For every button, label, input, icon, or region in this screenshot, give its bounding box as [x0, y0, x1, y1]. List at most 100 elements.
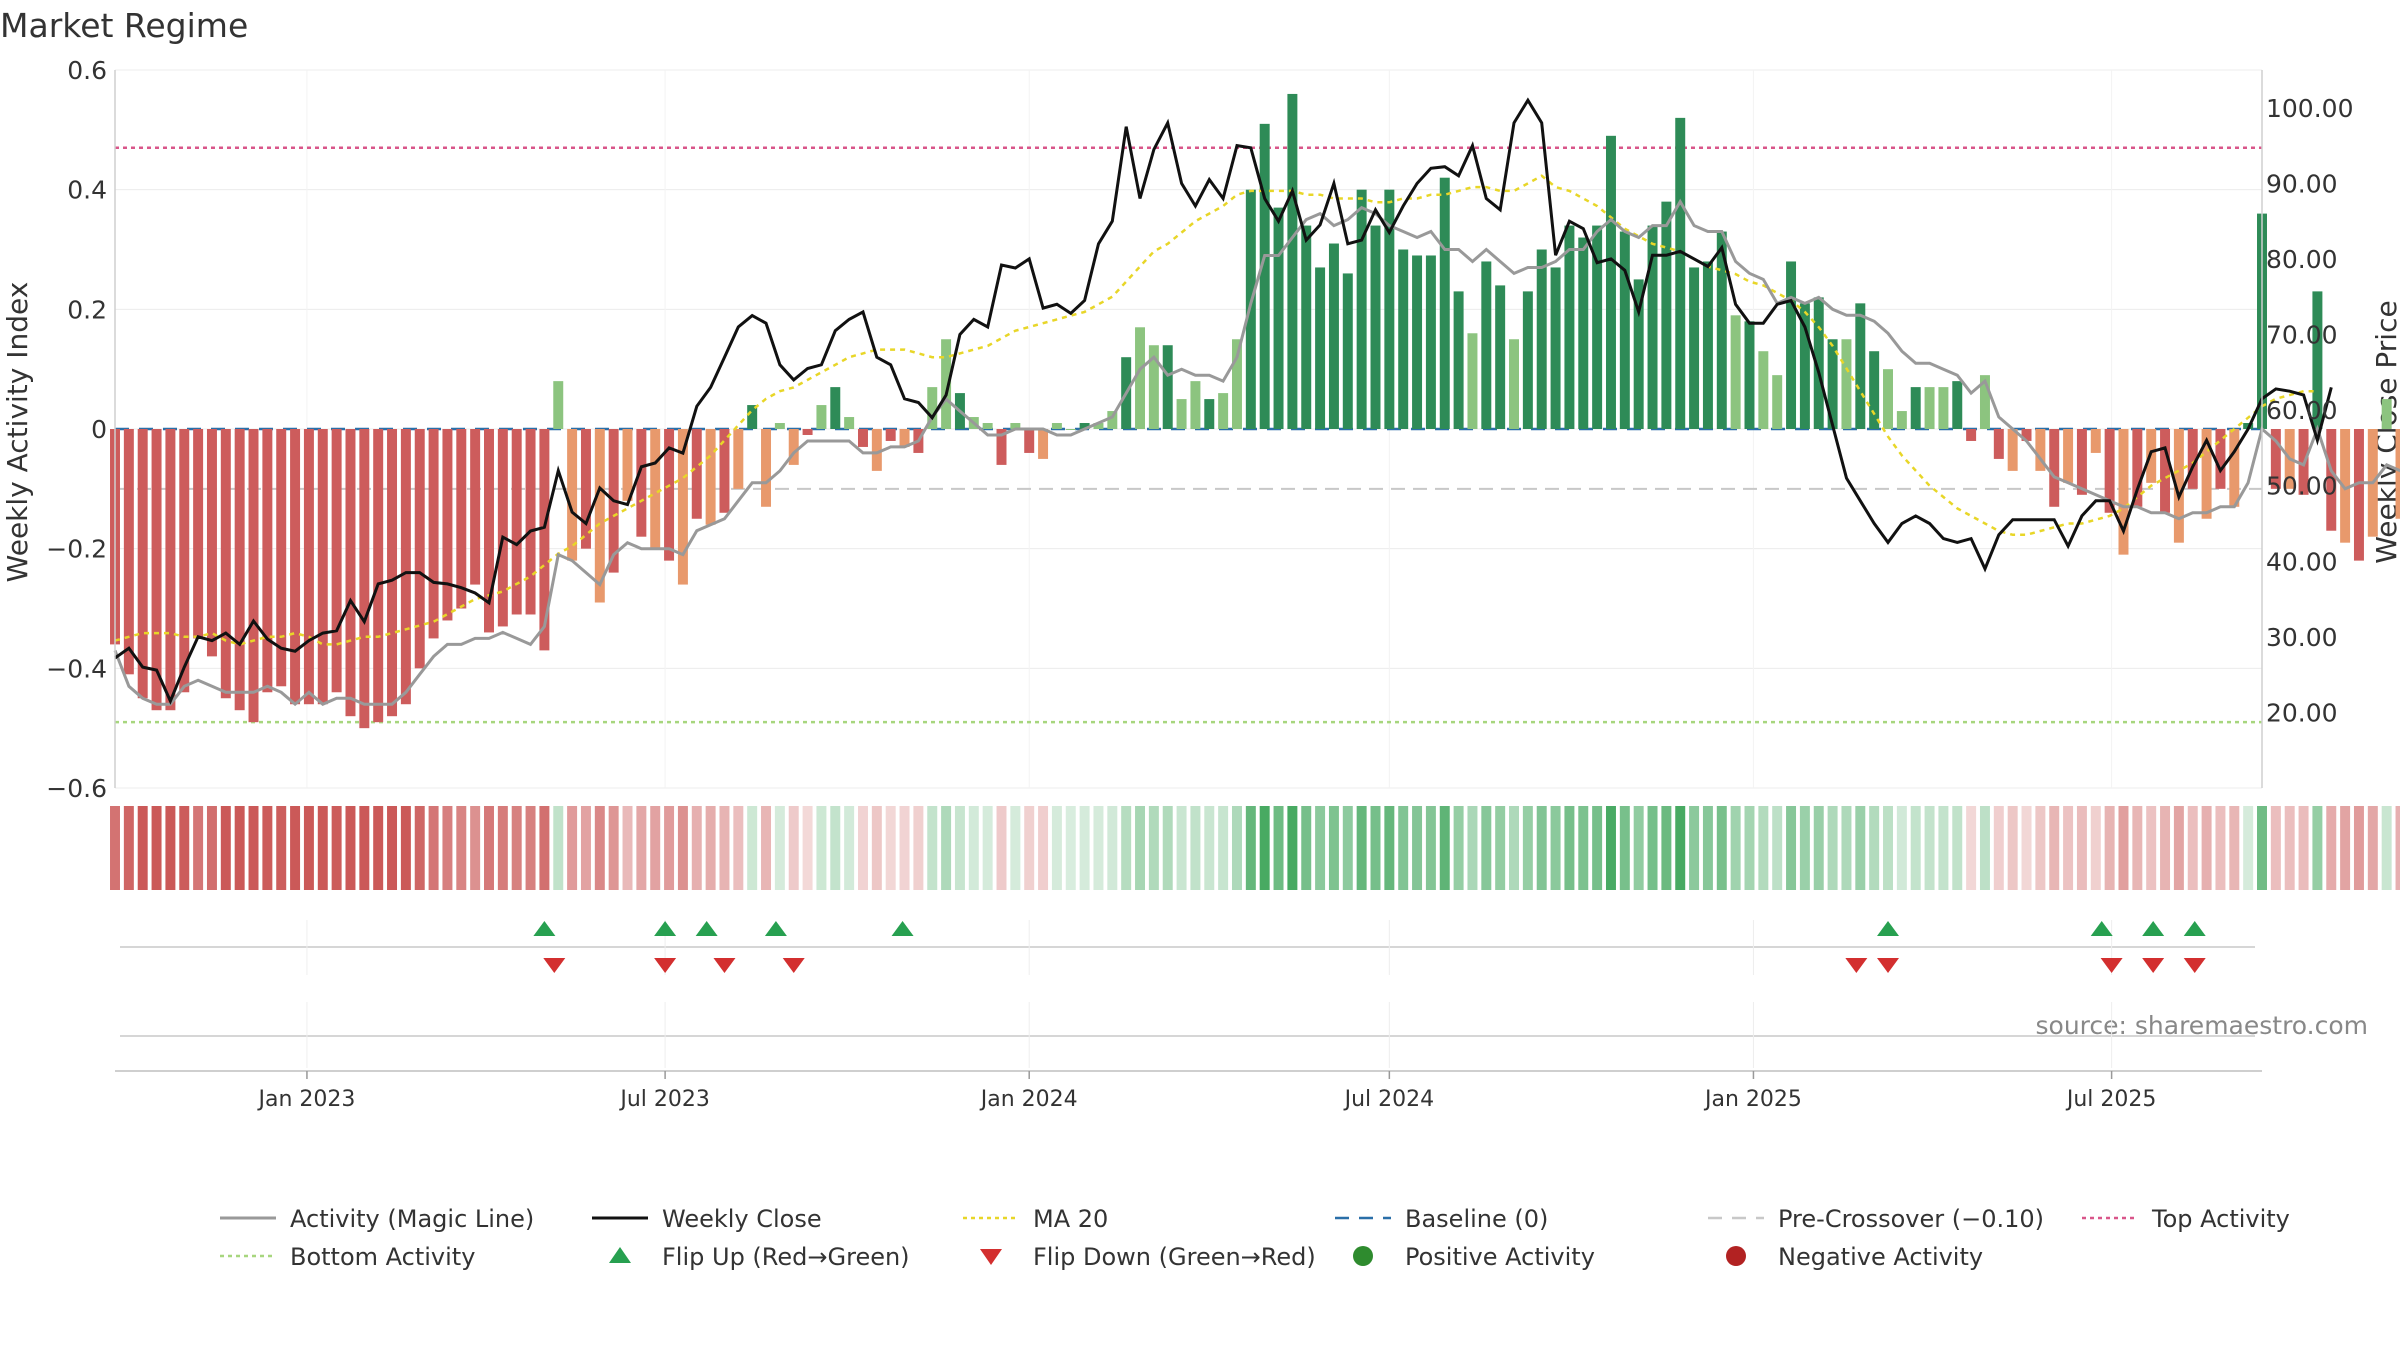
heat-cell: [2146, 806, 2157, 890]
activity-bar: [871, 429, 882, 471]
activity-bar: [747, 405, 758, 429]
heat-cell: [594, 806, 605, 890]
heat-cell: [165, 806, 176, 890]
heat-cell: [1647, 806, 1658, 890]
heat-cell: [345, 806, 356, 890]
activity-bar: [151, 429, 162, 711]
heat-cell: [2090, 806, 2101, 890]
right-tick-label: 80.00: [2266, 245, 2338, 274]
legend-label: Baseline (0): [1405, 1205, 1548, 1233]
activity-bar: [691, 429, 702, 519]
flip-up-marker: [2142, 921, 2165, 936]
activity-bar: [636, 429, 647, 537]
heat-cell: [1855, 806, 1866, 890]
activity-bar: [2395, 429, 2400, 519]
heat-cell: [2395, 806, 2400, 890]
heat-cell: [2160, 806, 2171, 890]
activity-bar: [2104, 429, 2115, 513]
activity-bar: [470, 429, 481, 585]
heat-cell: [2104, 806, 2115, 890]
heat-cell: [1924, 806, 1935, 890]
activity-bar: [594, 429, 605, 603]
heat-cell: [525, 806, 536, 890]
activity-bar: [802, 429, 813, 435]
right-tick-label: 70.00: [2266, 321, 2338, 350]
heat-cell: [650, 806, 661, 890]
activity-bar: [331, 429, 342, 693]
regime-heat-strip: [110, 806, 2400, 890]
heat-cell: [1633, 806, 1644, 890]
heat-cell: [1495, 806, 1506, 890]
heat-cell: [456, 806, 467, 890]
heat-cell: [248, 806, 259, 890]
activity-bar: [1522, 291, 1533, 429]
heat-cell: [400, 806, 411, 890]
x-tick-label: Jul 2023: [618, 1087, 710, 1112]
activity-bar: [1952, 381, 1963, 429]
activity-bar: [2173, 429, 2184, 543]
heat-cell: [1342, 806, 1353, 890]
activity-bar: [1315, 267, 1326, 429]
heat-cell: [2049, 806, 2060, 890]
legend-label: Positive Activity: [1405, 1243, 1595, 1271]
heat-cell: [1328, 806, 1339, 890]
right-tick-label: 100.00: [2266, 94, 2353, 123]
heat-cell: [2187, 806, 2198, 890]
activity-bar: [885, 429, 896, 441]
heat-cell: [719, 806, 730, 890]
activity-bar: [1162, 345, 1173, 429]
heat-cell: [414, 806, 425, 890]
heat-cell: [747, 806, 758, 890]
legend-label: Bottom Activity: [290, 1243, 475, 1271]
flip-up-marker: [533, 921, 556, 936]
heat-cell: [1370, 806, 1381, 890]
legend: Activity (Magic Line) Weekly Close MA 20 Ba…: [220, 1205, 2290, 1271]
activity-bar: [2049, 429, 2060, 507]
activity-bar: [553, 381, 564, 429]
heat-cell: [1689, 806, 1700, 890]
right-tick-label: 40.00: [2266, 547, 2338, 576]
heat-cell: [373, 806, 384, 890]
heat-cell: [2257, 806, 2267, 890]
activity-bar: [1495, 285, 1506, 429]
activity-bar: [1744, 321, 1755, 429]
activity-bar: [373, 429, 384, 723]
heat-cell: [2298, 806, 2309, 890]
activity-bar: [428, 429, 439, 639]
heat-cell: [1827, 806, 1838, 890]
activity-bar: [262, 429, 273, 693]
activity-bar: [664, 429, 675, 561]
magic-line: [113, 198, 2400, 707]
activity-bar: [1869, 351, 1880, 429]
activity-bar: [1259, 123, 1270, 429]
heat-cell: [553, 806, 564, 890]
activity-bar: [1536, 249, 1547, 429]
heat-cell: [1079, 806, 1090, 890]
activity-bar: [276, 429, 287, 687]
activity-bar: [1924, 387, 1935, 429]
activity-bar: [761, 429, 772, 507]
activity-bar: [1218, 393, 1229, 429]
activity-bar: [165, 429, 176, 711]
heat-cell: [1841, 806, 1852, 890]
heat-cell: [1938, 806, 1949, 890]
flip-down-marker: [2183, 958, 2206, 973]
activity-bar: [2063, 429, 2074, 483]
activity-bar: [1689, 267, 1700, 429]
heat-cell: [1481, 806, 1492, 890]
activity-bar: [2201, 429, 2212, 519]
flip-up-marker: [1877, 921, 1900, 936]
heat-cell: [2076, 806, 2087, 890]
heat-cell: [2284, 806, 2295, 890]
activity-bar: [1412, 255, 1423, 429]
heat-cell: [1453, 806, 1464, 890]
activity-bar: [1287, 93, 1298, 429]
heat-cell: [1675, 806, 1686, 890]
activity-bar: [179, 429, 190, 693]
heat-cell: [234, 806, 245, 890]
activity-bar: [1093, 423, 1104, 429]
activity-bar: [1301, 225, 1312, 429]
heat-cell: [1786, 806, 1797, 890]
heat-cell: [539, 806, 550, 890]
legend-label: MA 20: [1033, 1205, 1108, 1233]
